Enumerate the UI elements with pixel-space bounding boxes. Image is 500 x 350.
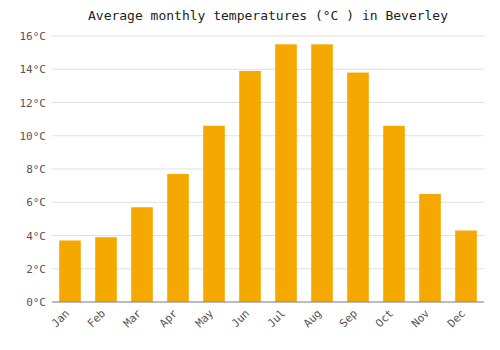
bar: [59, 240, 81, 302]
y-tick-label: 2°C: [26, 263, 46, 276]
bar: [311, 44, 333, 302]
y-tick-label: 12°C: [20, 97, 47, 110]
bar: [239, 71, 261, 302]
x-tick-label: Sep: [337, 307, 360, 330]
chart: Average monthly temperatures (°C ) in Be…: [0, 0, 500, 350]
bar: [167, 174, 189, 302]
x-axis-line: [52, 302, 484, 303]
x-tick-label: May: [193, 307, 217, 331]
chart-container: Average monthly temperatures (°C ) in Be…: [0, 0, 500, 350]
x-axis: Jan Feb Mar Apr May Jun Jul Aug Sep Oct Nov Dec: [49, 307, 468, 331]
y-tick-label: 6°C: [26, 196, 46, 209]
x-tick-label: Jul: [265, 307, 288, 330]
grid-line: [52, 69, 484, 70]
bar: [275, 44, 297, 302]
x-tick-label: Oct: [373, 307, 396, 330]
bar: [383, 126, 405, 302]
bars: [59, 44, 477, 302]
x-tick-label: Mar: [121, 307, 145, 331]
bar: [95, 237, 117, 302]
y-tick-label: 0°C: [26, 296, 46, 309]
y-tick-label: 14°C: [20, 63, 47, 76]
y-axis: 0°C 2°C 4°C 6°C 8°C 10°C 12°C 14°C 16°C: [20, 30, 485, 309]
bar: [347, 73, 369, 302]
x-tick-label: Jun: [229, 307, 252, 330]
y-tick-label: 8°C: [26, 163, 46, 176]
bar: [455, 231, 477, 302]
x-tick-label: Aug: [301, 307, 324, 330]
grid-line: [52, 102, 484, 103]
x-tick-label: Apr: [157, 307, 181, 331]
x-tick-label: Dec: [445, 307, 468, 330]
grid-line: [52, 36, 484, 37]
y-tick-label: 16°C: [20, 30, 47, 43]
bar: [203, 126, 225, 302]
x-tick-label: Nov: [409, 307, 433, 331]
grid-line: [52, 135, 484, 136]
grid-line: [52, 169, 484, 170]
page: {"chart_data": { "type": "bar", "title":…: [0, 0, 500, 350]
bar: [419, 194, 441, 302]
y-tick-label: 4°C: [26, 230, 46, 243]
y-tick-label: 10°C: [20, 130, 47, 143]
bar: [131, 207, 153, 302]
grid-line: [52, 302, 484, 303]
x-tick-label: Jan: [49, 307, 72, 330]
x-tick-label: Feb: [85, 307, 108, 330]
title: Average monthly temperatures (°C ) in Be…: [88, 8, 448, 23]
